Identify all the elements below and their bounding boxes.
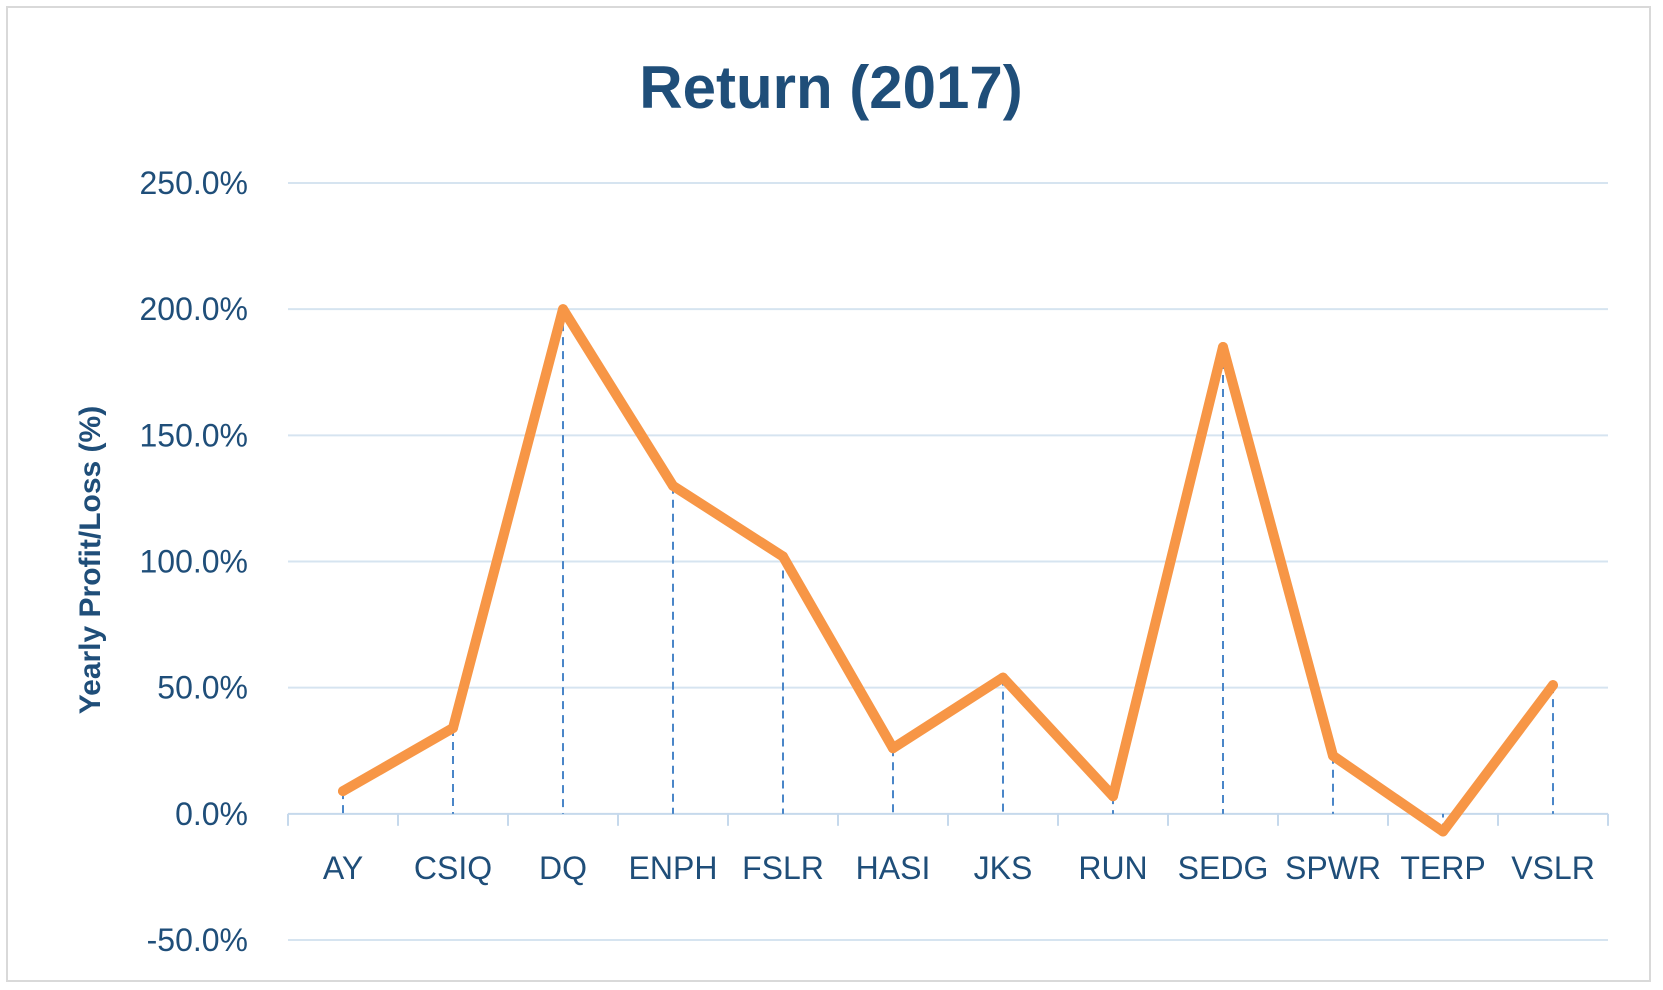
x-tick-label: VSLR (1511, 850, 1595, 886)
x-tick-label: SEDG (1178, 850, 1269, 886)
data-point (668, 480, 678, 491)
y-tick-label: 200.0% (139, 291, 248, 327)
data-point (1108, 791, 1118, 802)
data-point (448, 723, 458, 734)
x-axis-ticks: AY CSIQ DQ ENPH FSLR HASI JKS RUN SEDG SPWR TERP VS… (323, 850, 1595, 886)
y-axis-ticks: -50.0% 0.0% 50.0% 100.0% 150.0% 200.0% 250.0% (139, 165, 248, 958)
drop-lines (342, 309, 1554, 832)
data-point (998, 672, 1008, 683)
y-tick-label: 50.0% (157, 670, 248, 706)
x-tick-label: DQ (539, 850, 587, 886)
data-point (888, 743, 898, 754)
x-tick-label: JKS (974, 850, 1033, 886)
x-tick-label: FSLR (742, 850, 824, 886)
y-tick-label: 0.0% (175, 796, 248, 832)
data-point (558, 304, 568, 315)
series-line (338, 304, 1558, 837)
y-tick-label: 100.0% (139, 544, 248, 580)
y-tick-label: 250.0% (139, 165, 248, 201)
x-axis (287, 812, 1609, 826)
data-point (338, 786, 348, 797)
data-point (778, 551, 788, 562)
series-layer (338, 304, 1558, 837)
data-point (1438, 826, 1448, 837)
x-tick-label: RUN (1078, 850, 1147, 886)
chart-frame (6, 6, 1651, 982)
chart-title: Return (2017) (639, 54, 1022, 121)
x-tick-label: ENPH (629, 850, 718, 886)
x-tick-label: AY (323, 850, 363, 886)
y-tick-label: 150.0% (139, 417, 248, 453)
x-tick-label: SPWR (1285, 850, 1381, 886)
y-axis-label: Yearly Profit/Loss (%) (74, 406, 107, 714)
x-tick-label: HASI (856, 850, 931, 886)
x-tick-label: CSIQ (414, 850, 492, 886)
data-point (1218, 342, 1228, 353)
data-point (1548, 680, 1558, 691)
x-tick-label: TERP (1400, 850, 1485, 886)
y-tick-label: -50.0% (147, 922, 248, 958)
grid-layer (288, 182, 1608, 941)
data-point (1328, 750, 1338, 761)
